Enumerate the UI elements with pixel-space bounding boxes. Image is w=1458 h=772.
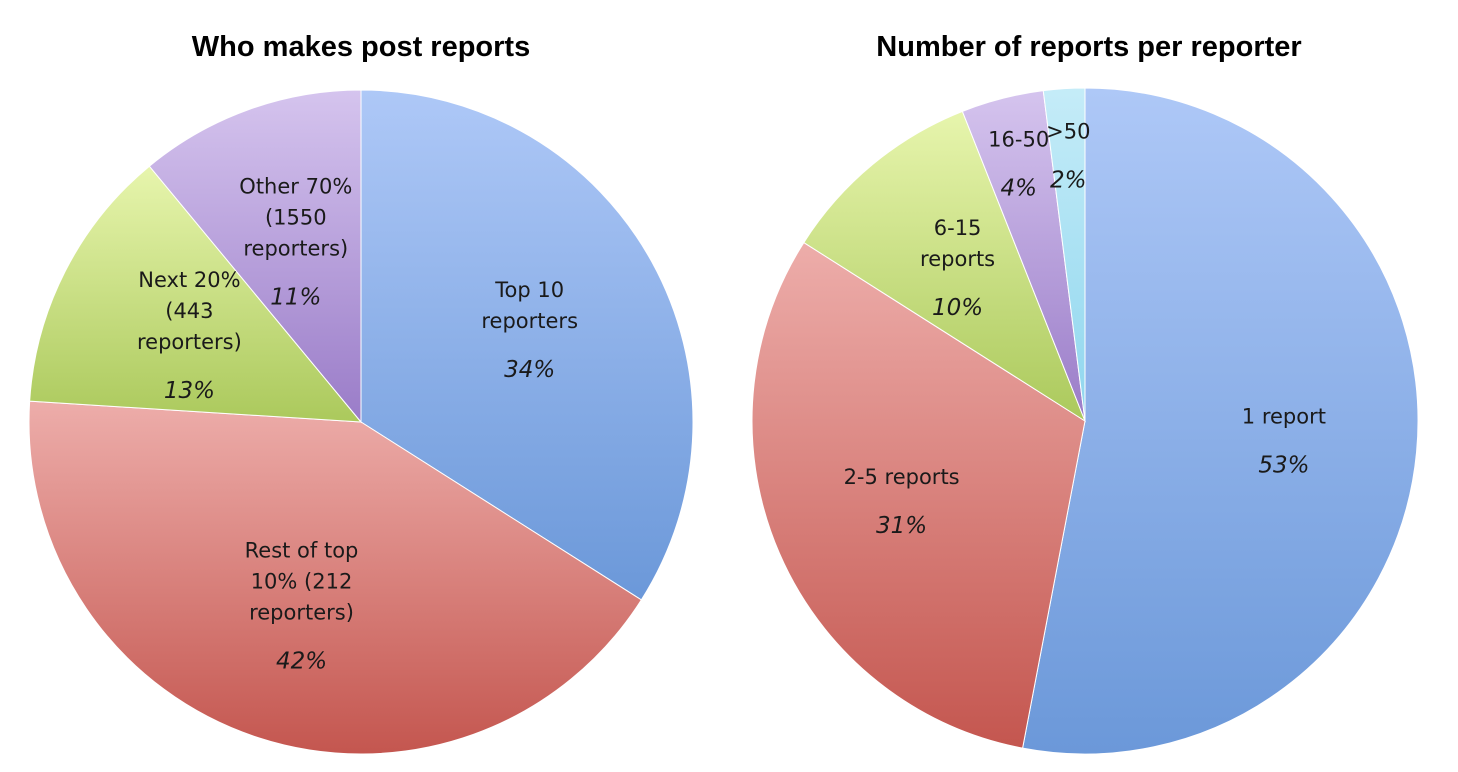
slice-percent-1-report: 53% [1258, 452, 1309, 478]
slice-percent-next-20-443-reporters: 13% [164, 378, 215, 404]
pie-slice-rest-of-top-10-212-reporters [28, 400, 643, 755]
slice-label-next-20-443-reporters-line-1: Next 20% [138, 268, 240, 292]
pie-2-slices [751, 87, 1419, 755]
pie-slice-2-5-reports [751, 241, 1086, 749]
pie-1-slices [28, 89, 694, 755]
slice-label-2-5-reports-line-1: 2-5 reports [844, 465, 960, 489]
pie-1-labels: Top 10 reporters 34% Rest of top 10% (212 rep… [137, 174, 578, 674]
slice-percent-2-5-reports: 31% [876, 513, 927, 539]
slice-label-other-70-1550-reporters-line-1: Other 70% [239, 174, 352, 198]
pie-chart-2: Number of reports per reporter 1 report 5… [751, 31, 1419, 755]
pie-slice-1-report [1022, 87, 1419, 755]
slice-percent-16-50: 4% [1000, 176, 1037, 202]
pie-slice-other-70-1550-reporters [148, 89, 362, 424]
slice-label-rest-of-top-10-212-reporters-line-1: Rest of top [245, 539, 359, 563]
slice-label-other-70-1550-reporters-line-2: (1550 [265, 205, 327, 229]
pie-slice-next-20-443-reporters [29, 165, 363, 423]
chart-title-2: Number of reports per reporter [876, 31, 1301, 63]
slice-label-next-20-443-reporters-line-3: reporters) [137, 330, 242, 354]
chart-title-1: Who makes post reports [192, 31, 530, 63]
pie-2-labels: 1 report 53% 2-5 reports 31% 6-15 reports 10% 1… [844, 120, 1326, 539]
slice-percent-50: 2% [1050, 168, 1087, 194]
slice-label-rest-of-top-10-212-reporters-line-3: reporters) [249, 601, 354, 625]
slice-label-top-10-reporters-line-2: reporters [481, 309, 578, 333]
slice-percent-other-70-1550-reporters: 11% [270, 284, 321, 310]
pie-chart-1: Who makes post reports Top 10 reporters 34… [28, 31, 694, 755]
slice-percent-6-15-reports: 10% [932, 295, 983, 321]
slice-percent-top-10-reporters: 34% [504, 357, 555, 383]
slice-label-next-20-443-reporters-line-2: (443 [165, 299, 213, 323]
pie-slice-top-10-reporters [360, 89, 694, 601]
slice-label-6-15-reports-line-1: 6-15 [934, 216, 982, 240]
slice-percent-rest-of-top-10-212-reporters: 42% [276, 649, 327, 675]
slice-label-16-50-line-1: 16-50 [988, 128, 1049, 152]
slice-label-50-line-1: >50 [1046, 120, 1090, 144]
slice-label-6-15-reports-line-2: reports [920, 247, 995, 271]
pie-slice-6-15-reports [803, 110, 1087, 423]
slice-label-other-70-1550-reporters-line-3: reporters) [243, 236, 348, 260]
pie-slice-50 [1042, 87, 1086, 422]
slice-label-rest-of-top-10-212-reporters-line-2: 10% (212 [251, 570, 353, 594]
slice-label-top-10-reporters-line-1: Top 10 [494, 278, 564, 302]
slice-label-1-report-line-1: 1 report [1242, 404, 1326, 428]
